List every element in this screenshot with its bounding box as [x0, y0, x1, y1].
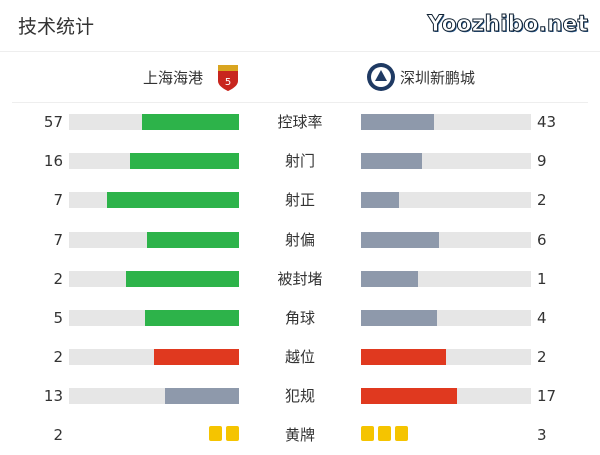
home-value: 16: [43, 152, 63, 171]
away-value: 3: [537, 426, 547, 444]
away-bar-fill: [361, 349, 446, 366]
away-bar-fill: [361, 388, 458, 405]
yellow-card-icon: [361, 426, 374, 441]
home-bar-fill: [165, 388, 239, 405]
home-value: 7: [53, 191, 63, 210]
home-value: 2: [53, 348, 63, 367]
home-bar-fill: [125, 270, 239, 287]
stat-label: 射偏: [284, 230, 315, 249]
home-team-name: 上海海港: [143, 68, 204, 87]
home-bar-track: [69, 270, 239, 287]
stat-row-yellow-cards: 2 黄牌 3: [0, 426, 600, 444]
divider: [0, 51, 600, 52]
home-team-crest-icon: 5: [218, 65, 239, 91]
away-bar-track: [361, 388, 531, 405]
away-value: 43: [537, 113, 557, 131]
home-value: 2: [53, 269, 63, 288]
yellow-card-icon: [395, 426, 408, 441]
home-bar-track: [69, 114, 239, 130]
svg-text:5: 5: [225, 77, 231, 88]
away-team-name: 深圳新鹏城: [400, 68, 476, 87]
away-value: 1: [537, 269, 547, 288]
stat-row: 57 控球率 43: [0, 113, 600, 131]
home-team: 上海海港 5: [143, 62, 241, 92]
stat-row: 16 射门 9: [0, 152, 600, 170]
home-bar-track: [69, 192, 239, 209]
away-bar-fill: [361, 270, 418, 287]
home-bar-fill: [154, 349, 239, 366]
away-value: 2: [537, 348, 547, 367]
yellow-card-icon: [378, 426, 391, 441]
yellow-card-icon: [209, 426, 222, 441]
stat-row: 13 犯规 17: [0, 387, 600, 405]
away-bar-track: [361, 114, 531, 130]
away-value: 17: [537, 387, 557, 406]
home-bar-fill: [144, 310, 239, 326]
away-bar-track: [361, 153, 531, 170]
away-bar-track: [361, 310, 531, 326]
stat-label: 控球率: [277, 113, 323, 131]
divider: [12, 102, 588, 103]
home-yellow-cards: [209, 426, 239, 441]
away-value: 6: [537, 230, 547, 249]
home-value: 57: [43, 113, 63, 131]
away-bar-fill: [361, 114, 435, 130]
away-value: 4: [537, 309, 547, 327]
away-bar-fill: [361, 231, 440, 248]
home-bar-track: [69, 310, 239, 326]
away-bar-fill: [361, 310, 437, 326]
away-bar-track: [361, 349, 531, 366]
away-bar-track: [361, 231, 531, 248]
stat-label: 越位: [284, 348, 315, 367]
away-bar-fill: [361, 153, 423, 170]
stat-label: 被封堵: [277, 269, 323, 288]
home-bar-fill: [147, 231, 239, 248]
stat-row: 2 被封堵 1: [0, 270, 600, 288]
home-bar-track: [69, 349, 239, 366]
away-bar-fill: [361, 192, 399, 209]
yellow-card-icon: [226, 426, 239, 441]
away-value: 2: [537, 191, 547, 210]
home-bar-fill: [130, 153, 239, 170]
watermark: Yoozhibo.net: [427, 12, 588, 38]
home-value: 2: [53, 426, 63, 444]
away-bar-track: [361, 270, 531, 287]
home-bar-track: [69, 388, 239, 405]
home-value: 13: [43, 387, 63, 406]
home-bar-fill: [142, 114, 239, 130]
away-team: 深圳新鹏城: [366, 62, 475, 92]
stat-row: 7 射偏 6: [0, 231, 600, 249]
stat-row: 2 越位 2: [0, 348, 600, 366]
away-team-crest-icon: [367, 63, 395, 91]
home-bar-track: [69, 231, 239, 248]
home-bar-track: [69, 153, 239, 170]
stat-label: 射正: [284, 191, 315, 210]
stat-label: 犯规: [284, 387, 315, 406]
home-bar-fill: [106, 192, 239, 209]
home-value: 5: [53, 309, 63, 327]
away-yellow-cards: [361, 426, 408, 441]
stat-label: 射门: [284, 152, 315, 171]
away-bar-track: [361, 192, 531, 209]
stat-label: 黄牌: [284, 426, 315, 444]
page-title: 技术统计: [18, 16, 95, 38]
home-value: 7: [53, 230, 63, 249]
stat-row: 7 射正 2: [0, 191, 600, 209]
stat-label: 角球: [284, 309, 315, 327]
away-value: 9: [537, 152, 547, 171]
stat-row: 5 角球 4: [0, 309, 600, 327]
